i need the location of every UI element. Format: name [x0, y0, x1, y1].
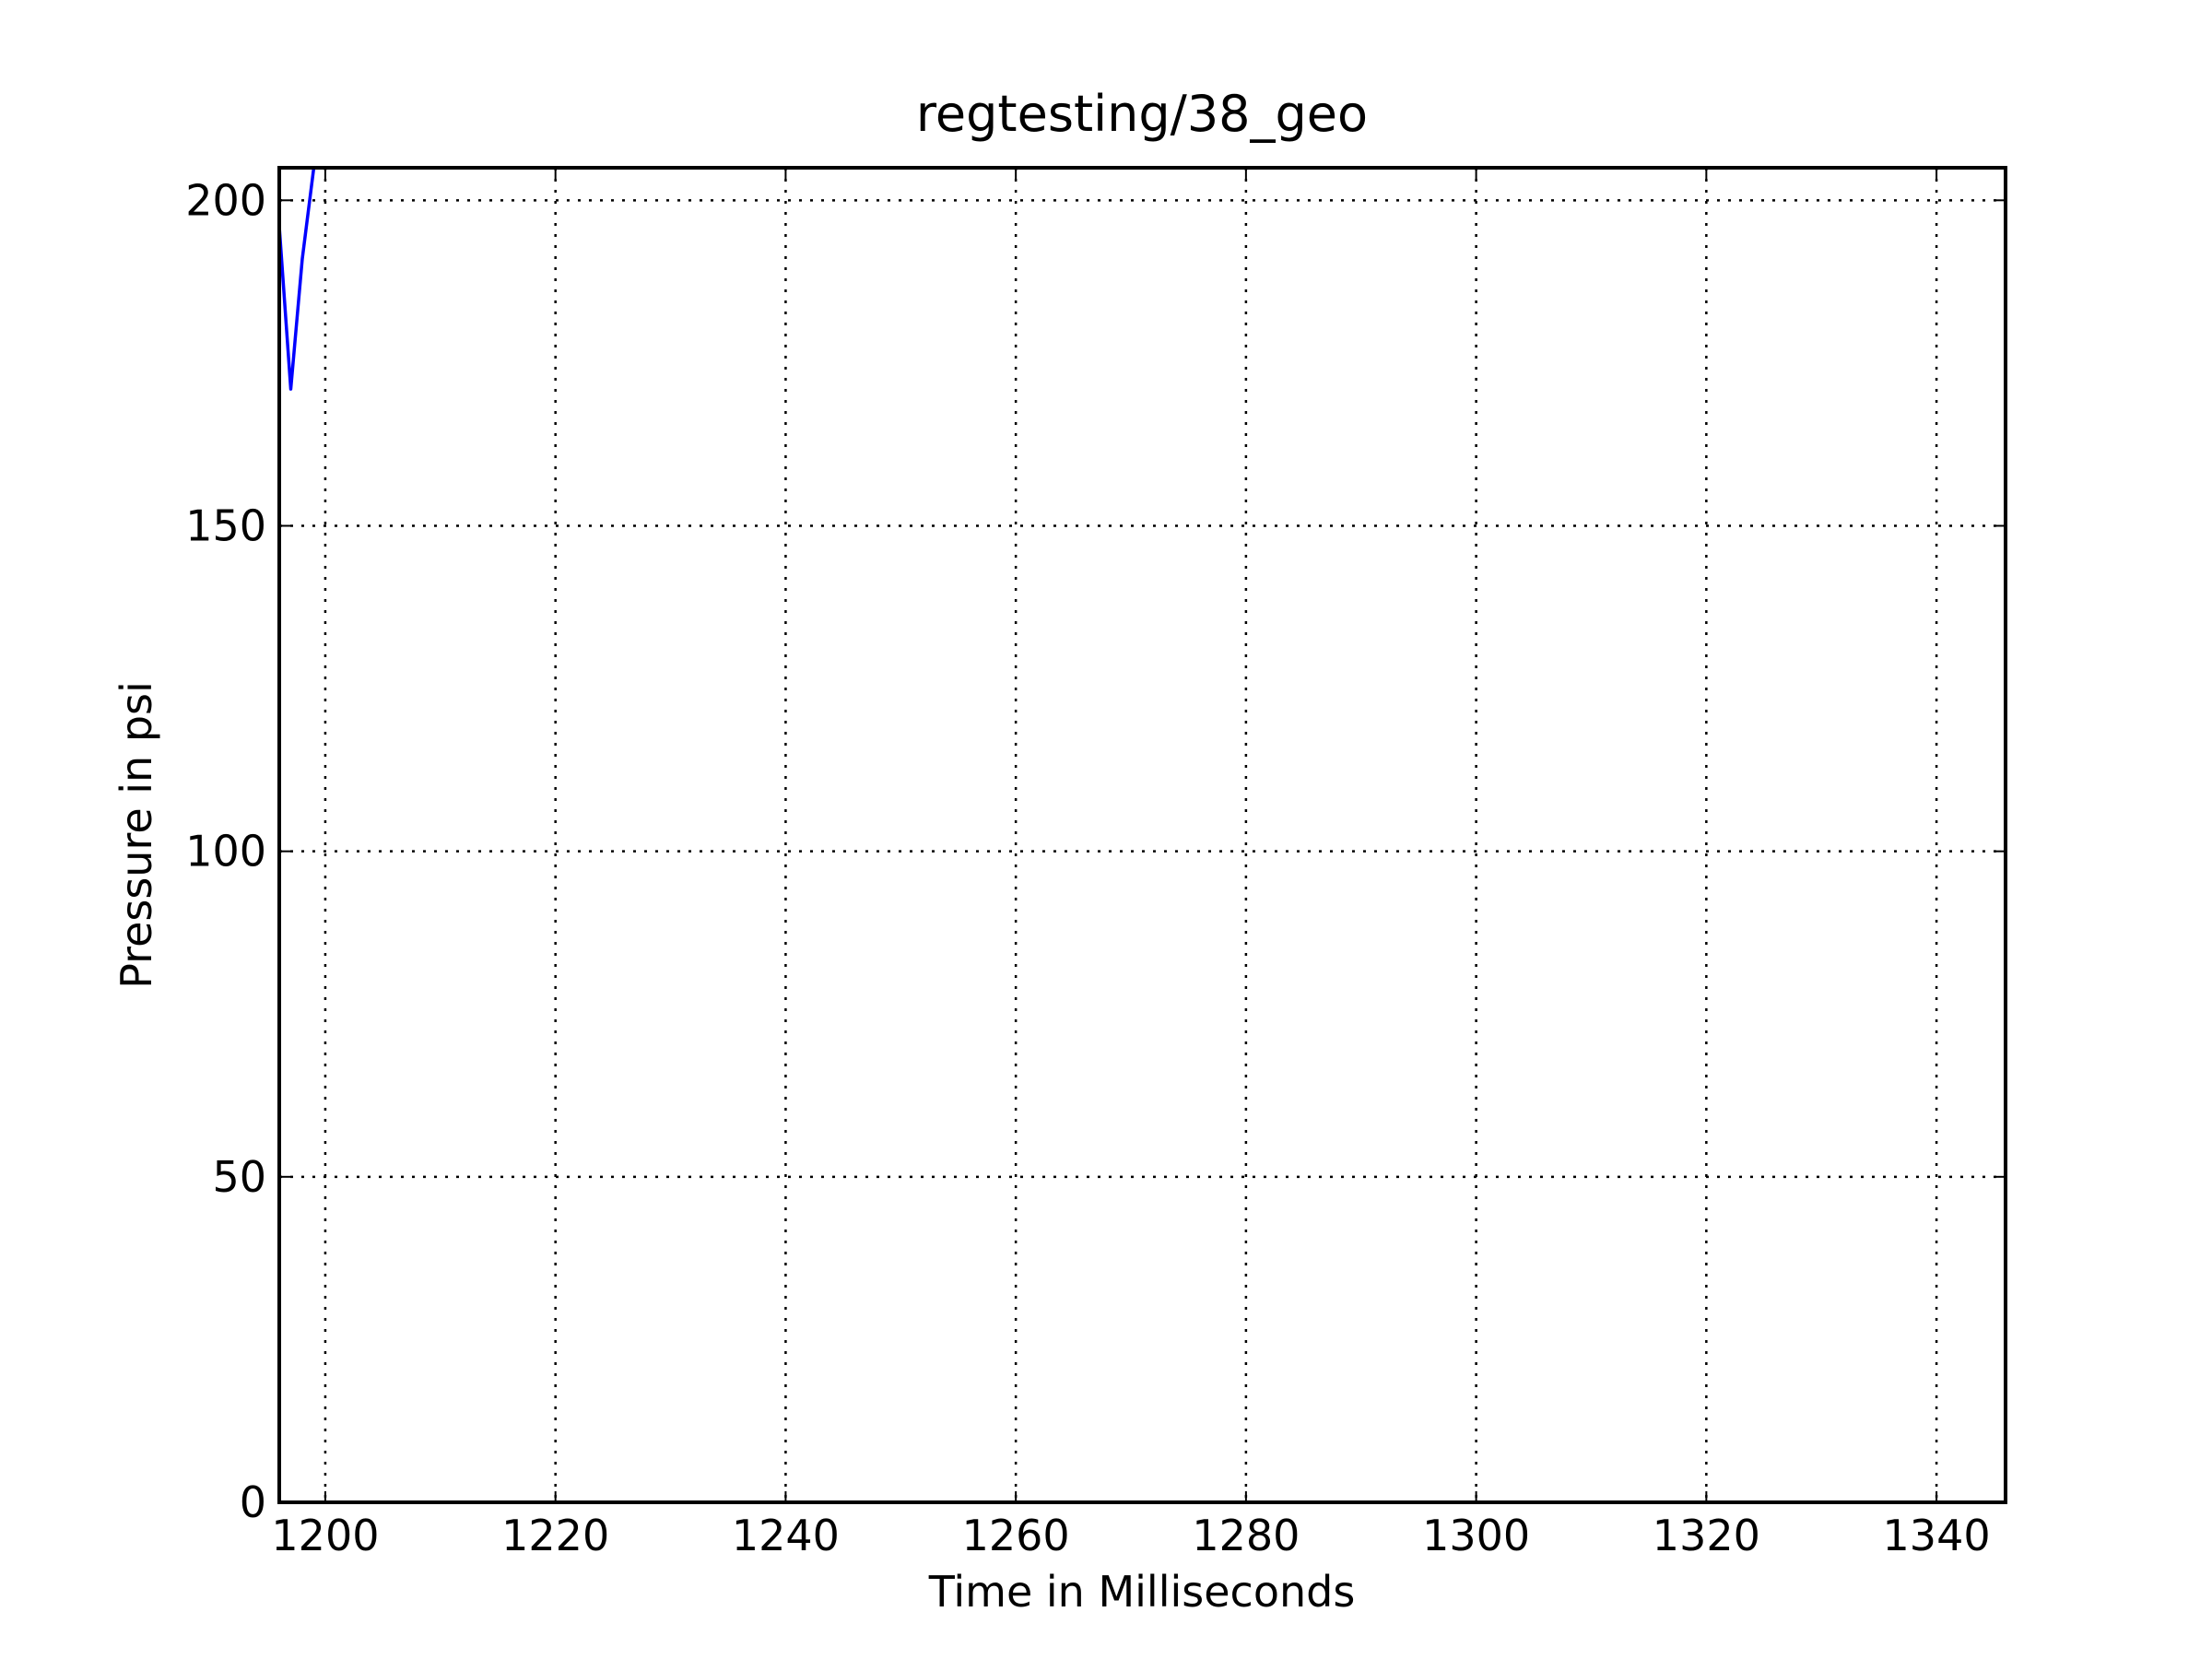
y-tick-label: 0	[240, 1477, 266, 1527]
x-tick-label: 1300	[1422, 1511, 1530, 1560]
x-tick-label: 1260	[962, 1511, 1070, 1560]
chart-title: regtesting/38_geo	[916, 85, 1368, 143]
x-tick-label: 1280	[1192, 1511, 1300, 1560]
x-tick-label: 1320	[1653, 1511, 1760, 1560]
y-tick-label: 150	[185, 500, 266, 550]
y-tick-label: 200	[185, 175, 266, 225]
x-tick-label: 1200	[271, 1511, 379, 1560]
series-line	[277, 167, 316, 391]
x-axis-label: Time in Milliseconds	[928, 1567, 1356, 1617]
y-axis-label: Pressure in psi	[112, 681, 161, 989]
y-tick-label: 50	[212, 1152, 266, 1202]
y-tick-label: 100	[185, 827, 266, 877]
tick-marks	[279, 168, 2006, 1503]
plot-frame	[277, 166, 2007, 1504]
series-layer	[277, 167, 316, 391]
x-tick-label: 1240	[732, 1511, 840, 1560]
x-tick-label: 1220	[501, 1511, 609, 1560]
x-tick-label: 1340	[1883, 1511, 1991, 1560]
grid-lines	[279, 168, 2006, 1504]
tick-labels: 1200 1220 1240 1260 1280 1300 1320 1340 0 50 100 15…	[185, 175, 1990, 1560]
